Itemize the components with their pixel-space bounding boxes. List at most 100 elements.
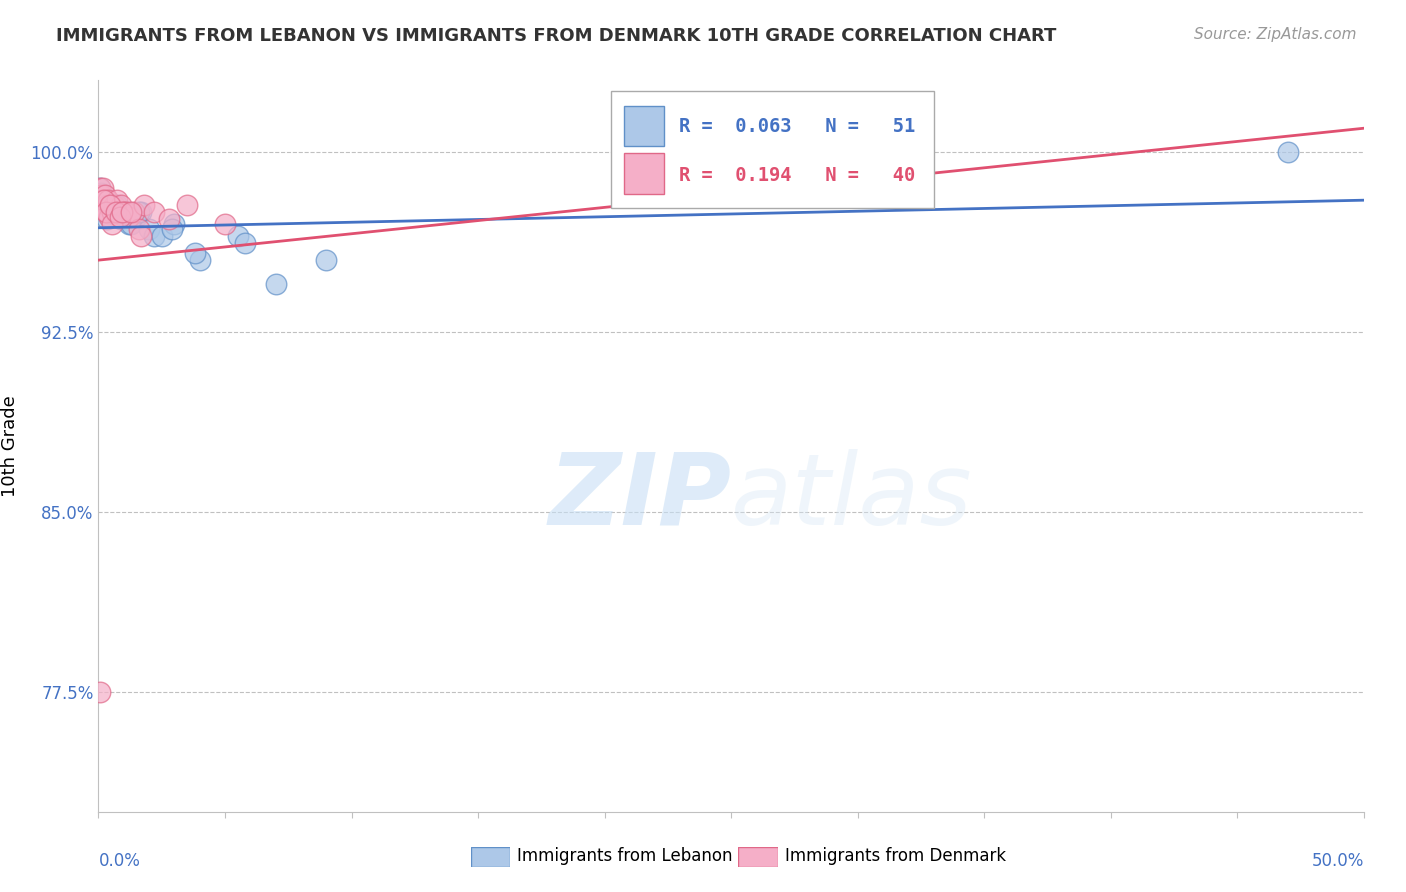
Point bbox=[100, 205, 122, 219]
Point bbox=[96, 212, 118, 227]
Point bbox=[90, 186, 112, 200]
Point bbox=[94, 193, 117, 207]
Point bbox=[98, 210, 121, 224]
Point bbox=[90, 193, 112, 207]
Point bbox=[107, 193, 129, 207]
Point bbox=[93, 193, 115, 207]
Point bbox=[125, 210, 148, 224]
Point bbox=[128, 205, 150, 219]
Point bbox=[112, 205, 135, 219]
Text: 0.0%: 0.0% bbox=[98, 852, 141, 870]
Point bbox=[120, 205, 142, 219]
Point bbox=[91, 198, 114, 212]
Point bbox=[98, 210, 121, 224]
Point bbox=[108, 205, 131, 219]
Point bbox=[107, 205, 129, 219]
Point bbox=[94, 205, 117, 219]
Point bbox=[91, 193, 114, 207]
Point bbox=[97, 198, 120, 212]
Point bbox=[214, 217, 236, 231]
Text: Immigrants from Lebanon: Immigrants from Lebanon bbox=[517, 847, 733, 865]
Point bbox=[183, 246, 205, 260]
Point bbox=[110, 198, 132, 212]
Text: atlas: atlas bbox=[731, 449, 973, 546]
Point bbox=[98, 205, 121, 219]
Text: IMMIGRANTS FROM LEBANON VS IMMIGRANTS FROM DENMARK 10TH GRADE CORRELATION CHART: IMMIGRANTS FROM LEBANON VS IMMIGRANTS FR… bbox=[56, 27, 1057, 45]
Text: 50.0%: 50.0% bbox=[1312, 852, 1364, 870]
Point bbox=[94, 205, 117, 219]
Bar bbox=[623, 153, 664, 194]
Point bbox=[114, 210, 136, 224]
Point bbox=[94, 205, 117, 219]
Point bbox=[120, 217, 142, 231]
Point bbox=[233, 236, 256, 251]
Point bbox=[143, 229, 166, 244]
FancyBboxPatch shape bbox=[610, 91, 934, 209]
Point bbox=[93, 198, 117, 212]
Point bbox=[163, 217, 186, 231]
Point bbox=[131, 205, 153, 219]
Text: R =  0.063   N =   51: R = 0.063 N = 51 bbox=[679, 117, 915, 136]
Point bbox=[107, 198, 129, 212]
Point bbox=[108, 210, 131, 224]
Point bbox=[100, 217, 122, 231]
Point bbox=[143, 205, 166, 219]
Point bbox=[96, 198, 118, 212]
Text: Source: ZipAtlas.com: Source: ZipAtlas.com bbox=[1194, 27, 1357, 42]
Point bbox=[315, 253, 337, 268]
Point bbox=[96, 193, 118, 207]
Point bbox=[111, 205, 134, 219]
Point bbox=[104, 210, 127, 224]
Point bbox=[89, 188, 111, 202]
Point bbox=[101, 205, 124, 219]
Point bbox=[157, 212, 180, 227]
Text: Immigrants from Denmark: Immigrants from Denmark bbox=[785, 847, 1005, 865]
Point bbox=[90, 193, 112, 207]
Point bbox=[131, 229, 153, 244]
Text: ZIP: ZIP bbox=[548, 449, 731, 546]
Point bbox=[89, 193, 111, 207]
Point bbox=[160, 222, 183, 236]
Point bbox=[105, 205, 128, 219]
Bar bbox=[623, 106, 664, 146]
Point bbox=[188, 253, 211, 268]
Point bbox=[90, 188, 112, 202]
Point bbox=[89, 685, 111, 699]
Point bbox=[89, 181, 111, 195]
Point bbox=[103, 205, 125, 219]
Point bbox=[103, 198, 125, 212]
Point bbox=[105, 205, 128, 219]
Point bbox=[93, 205, 115, 219]
Point bbox=[112, 205, 135, 219]
Point bbox=[117, 205, 139, 219]
Point bbox=[97, 205, 120, 219]
Point bbox=[138, 222, 160, 236]
Point bbox=[115, 205, 138, 219]
Point bbox=[100, 198, 122, 212]
Point bbox=[104, 205, 127, 219]
Point bbox=[122, 205, 145, 219]
Point bbox=[107, 205, 129, 219]
Point bbox=[101, 205, 124, 219]
Point bbox=[98, 198, 121, 212]
Text: R =  0.194   N =   40: R = 0.194 N = 40 bbox=[679, 166, 915, 185]
Y-axis label: 10th Grade: 10th Grade bbox=[1, 395, 20, 497]
Point bbox=[110, 212, 132, 227]
Point bbox=[226, 229, 249, 244]
Point bbox=[1277, 145, 1299, 160]
Point bbox=[91, 198, 114, 212]
Point bbox=[118, 210, 141, 224]
Point bbox=[150, 229, 173, 244]
Point bbox=[97, 193, 120, 207]
Point bbox=[111, 205, 134, 219]
Point bbox=[93, 188, 117, 202]
Point bbox=[96, 205, 118, 219]
Point bbox=[118, 217, 141, 231]
Point bbox=[132, 198, 155, 212]
Point bbox=[176, 198, 198, 212]
Point bbox=[91, 181, 114, 195]
Point bbox=[264, 277, 287, 292]
Point bbox=[89, 181, 111, 195]
Point bbox=[115, 205, 138, 219]
Point bbox=[96, 198, 118, 212]
